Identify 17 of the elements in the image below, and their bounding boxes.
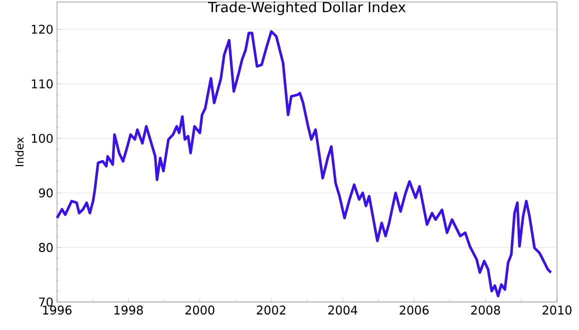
y-tick-label: 120 bbox=[32, 24, 53, 34]
x-tick-label: 2008 bbox=[471, 306, 500, 315]
x-tick-label: 1998 bbox=[114, 306, 143, 315]
y-axis-title: Index bbox=[15, 137, 24, 166]
y-tick-label: 100 bbox=[32, 134, 53, 143]
x-tick-label: 2006 bbox=[400, 306, 429, 315]
x-tick-label: 1996 bbox=[43, 306, 72, 315]
x-tick-label: 2004 bbox=[328, 306, 358, 315]
y-tick-label: 90 bbox=[38, 188, 53, 198]
y-tick-label: 80 bbox=[39, 242, 53, 252]
y-tick-label: 110 bbox=[32, 79, 53, 88]
x-tick-label: 2010 bbox=[542, 306, 572, 315]
chart-title: Trade-Weighted Dollar Index bbox=[208, 2, 406, 16]
y-tick-label: 70 bbox=[39, 297, 53, 307]
x-tick-label: 2000 bbox=[185, 306, 214, 315]
x-tick-label: 2002 bbox=[256, 306, 286, 315]
line-series bbox=[56, 30, 552, 298]
